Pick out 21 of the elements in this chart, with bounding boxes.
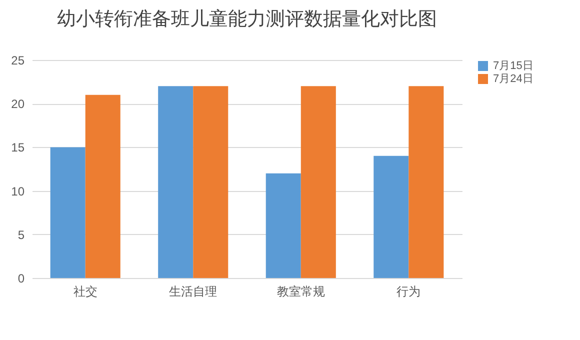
y-tick-label: 20 xyxy=(11,97,25,112)
bar xyxy=(85,94,120,278)
x-tick-label: 社交 xyxy=(73,284,98,298)
bar xyxy=(158,86,194,278)
y-tick-label: 5 xyxy=(18,228,25,242)
bar xyxy=(266,173,301,278)
chart-title: 幼小转衔准备班儿童能力测评数据量化对比图 xyxy=(57,8,437,30)
bar xyxy=(374,156,409,278)
y-tick-label: 0 xyxy=(18,272,25,286)
bar xyxy=(193,86,228,278)
x-tick-label: 行为 xyxy=(396,284,421,298)
bar xyxy=(50,147,86,278)
y-tick-label: 10 xyxy=(11,184,25,198)
x-tick-label: 生活自理 xyxy=(169,284,218,298)
bar xyxy=(300,86,336,278)
y-tick-label: 25 xyxy=(11,54,25,68)
legend-label: 7月24日 xyxy=(493,73,534,85)
legend-label: 7月15日 xyxy=(493,60,534,72)
x-tick-label: 教室常规 xyxy=(276,284,325,298)
y-tick-label: 15 xyxy=(11,140,25,155)
bar xyxy=(408,86,444,278)
